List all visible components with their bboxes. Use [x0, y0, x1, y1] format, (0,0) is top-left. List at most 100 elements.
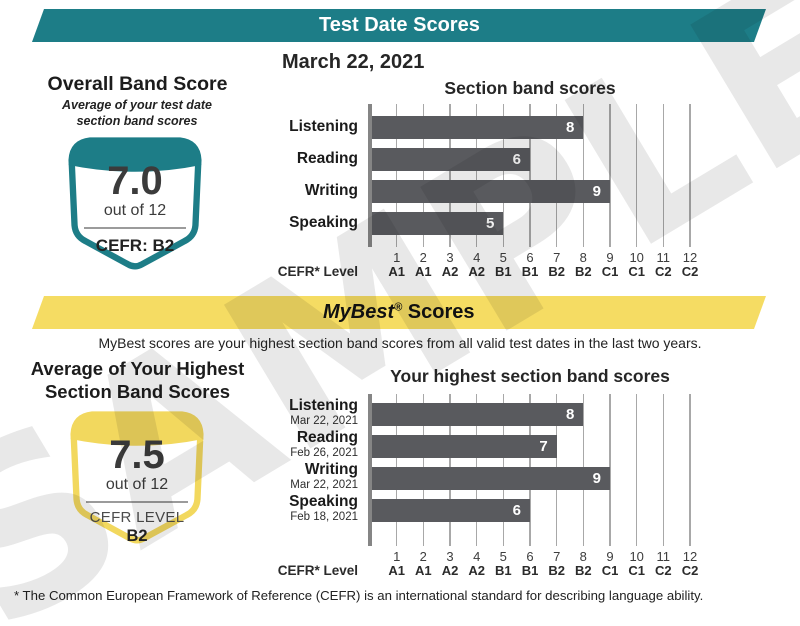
bar-writing: [372, 179, 610, 203]
x-tick-cefr: B1: [521, 264, 539, 279]
gridline: [635, 104, 638, 247]
mybest-average-title: Average of Your Highest Section Band Sco…: [30, 358, 245, 403]
x-tick-cefr: B2: [548, 563, 565, 578]
x-tick-cefr: C1: [628, 264, 645, 279]
y-axis: [368, 394, 372, 546]
gridline: [502, 104, 505, 247]
x-tick-number: 8: [579, 250, 587, 265]
x-tick-number: 11: [656, 250, 671, 265]
test-date: March 22, 2021: [282, 51, 425, 73]
gridline: [689, 394, 691, 546]
gridline: [555, 394, 558, 546]
gridline: [662, 394, 665, 546]
mybest-average-badge: 7.5 out of 12 CEFR LEVEL B2: [59, 400, 215, 552]
cefr-footnote: * The Common European Framework of Refer…: [14, 588, 704, 603]
y-axis: [368, 104, 372, 247]
x-tick-number: 10: [629, 250, 644, 265]
gridline: [529, 104, 531, 247]
x-tick-number: 3: [446, 549, 454, 564]
x-tick-number: 1: [393, 250, 401, 265]
x-tick-cefr: B2: [574, 264, 592, 279]
x-tick-cefr: A1: [388, 563, 405, 578]
x-tick-number: 5: [499, 250, 507, 265]
x-axis-label: CEFR* Level: [277, 563, 358, 578]
x-tick-cefr: B2: [574, 563, 592, 578]
bar-value-reading: 6: [512, 150, 521, 168]
bar-value-writing: 9: [592, 469, 601, 487]
x-tick-number: 4: [473, 250, 481, 265]
bar-listening: [372, 402, 584, 426]
x-tick-cefr: C2: [681, 264, 699, 279]
x-tick-number: 7: [553, 250, 561, 265]
mybest-banner-rest: Scores: [402, 301, 475, 323]
x-tick-number: 6: [526, 250, 534, 265]
bar-value-reading: 7: [539, 437, 548, 455]
overall-cefr: CEFR: B2: [95, 235, 175, 255]
x-tick-number: 7: [553, 549, 561, 564]
mybest-score-outof: out of 12: [105, 476, 169, 493]
gridline: [582, 104, 585, 247]
overall-band-score-badge: 7.0 out of 12 CEFR: B2: [57, 126, 213, 278]
x-tick-number: 3: [446, 250, 454, 265]
x-tick-number: 10: [629, 549, 644, 564]
x-tick-number: 1: [393, 549, 401, 564]
gridline: [502, 394, 505, 546]
overall-score: 7.0: [107, 159, 163, 203]
x-tick-number: 5: [499, 549, 507, 564]
overall-score-outof: out of 12: [103, 202, 167, 219]
gridline: [475, 394, 478, 546]
gridline: [475, 104, 478, 247]
gridline: [555, 104, 558, 247]
gridline: [662, 104, 665, 247]
x-tick-cefr: A1: [414, 264, 432, 279]
x-axis-label: CEFR* Level: [277, 264, 358, 279]
x-tick-number: 9: [606, 549, 614, 564]
bar-listening: [372, 115, 584, 139]
bar-speaking: [372, 211, 504, 235]
gridline: [689, 104, 691, 247]
x-tick-number: 8: [579, 549, 587, 564]
x-tick-number: 2: [419, 250, 427, 265]
overall-band-score-title: Overall Band Score: [47, 73, 228, 95]
x-tick-number: 9: [606, 250, 614, 265]
shield-badge-icon: [70, 411, 204, 544]
test-date-scores-banner: Test Date Scores: [31, 9, 767, 42]
gridline: [449, 394, 451, 546]
bar-value-speaking: 5: [485, 214, 495, 232]
x-tick-cefr: C1: [628, 563, 645, 578]
bar-value-speaking: 6: [512, 501, 521, 519]
mybest-cefr-label: CEFR LEVEL: [89, 508, 185, 526]
mybest-badge-content: 7.5 out of 12 CEFR LEVEL B2: [59, 400, 215, 552]
gridline: [529, 394, 531, 546]
bar-value-listening: 8: [565, 405, 575, 423]
x-tick-cefr: A2: [441, 563, 459, 578]
gridline: [395, 394, 398, 546]
gridline: [609, 104, 611, 247]
x-tick-cefr: B1: [494, 563, 512, 578]
badge-divider: [86, 501, 188, 503]
x-tick-cefr: A2: [468, 563, 485, 578]
x-tick-cefr: B1: [521, 563, 539, 578]
gridline: [449, 104, 451, 247]
chart-title: Section band scores: [444, 78, 616, 98]
x-tick-cefr: A1: [388, 264, 405, 279]
bar-reading: [372, 147, 530, 171]
badge-divider: [84, 227, 186, 229]
test-date-scores-banner-title: Test Date Scores: [318, 14, 480, 36]
x-tick-cefr: C2: [654, 563, 672, 578]
mybest-scores-banner: MyBest® Scores: [31, 296, 767, 329]
x-tick-cefr: C2: [681, 563, 699, 578]
x-tick-cefr: A2: [468, 264, 485, 279]
gridline: [422, 394, 425, 546]
x-tick-cefr: A1: [414, 563, 432, 578]
bar-value-writing: 9: [592, 182, 601, 200]
x-tick-number: 6: [526, 549, 534, 564]
mybest-cefr-value: B2: [126, 526, 148, 545]
shield-badge-icon: [68, 137, 202, 270]
overall-badge-content: 7.0 out of 12 CEFR: B2: [57, 126, 213, 278]
x-tick-cefr: A2: [441, 264, 459, 279]
mybest-scores-banner-title: MyBest® Scores: [323, 301, 475, 324]
x-tick-number: 11: [656, 549, 671, 564]
mybest-description: MyBest scores are your highest section b…: [98, 335, 702, 351]
